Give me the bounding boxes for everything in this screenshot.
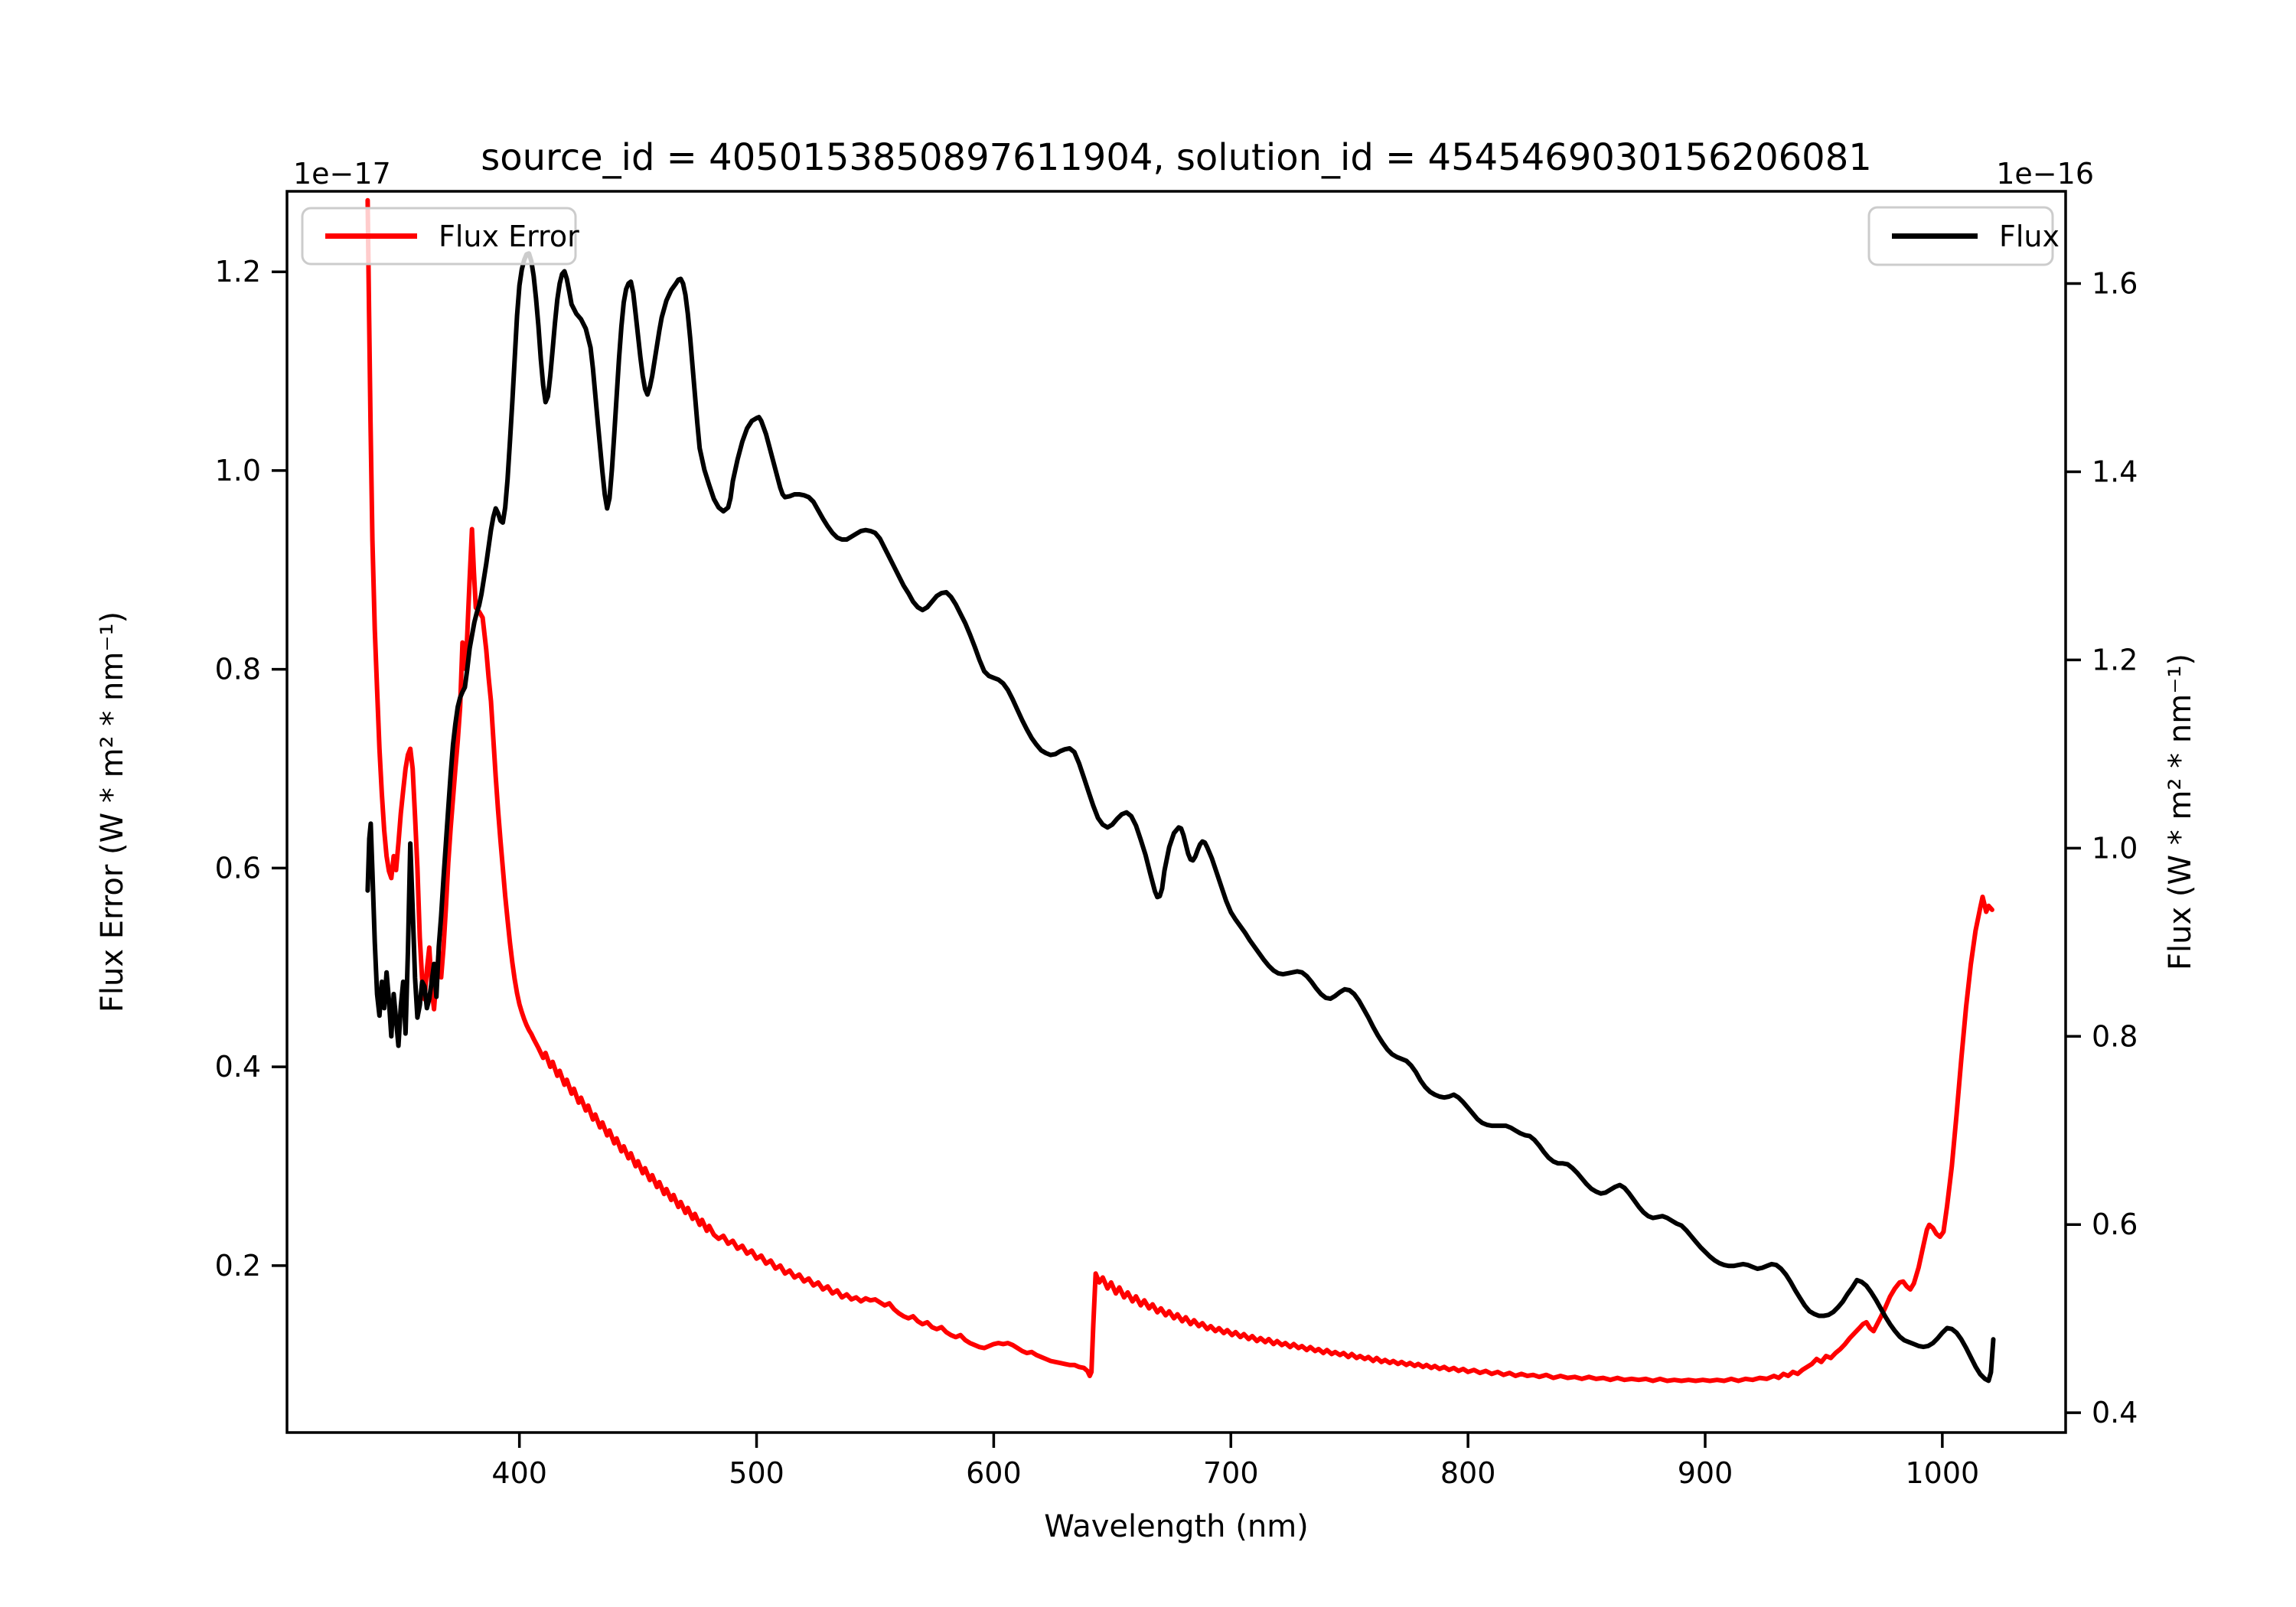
y-right-tick-label: 1.0 [2092, 831, 2138, 865]
legend-flux: Flux [1867, 206, 2060, 266]
right-axis-offset: 1e−16 [1996, 157, 2094, 191]
y-axis-left-ticks: 1.2 1.0 0.8 0.6 0.4 0.2 [215, 255, 287, 1283]
y-right-tick-label: 0.4 [2092, 1396, 2138, 1429]
left-axis-offset: 1e−17 [293, 157, 391, 191]
y-right-tick-label: 1.2 [2092, 643, 2138, 676]
legend-label-flux: Flux [1999, 220, 2060, 253]
y-left-tick-label: 0.8 [215, 653, 261, 686]
x-tick-label: 400 [491, 1456, 547, 1490]
y-right-tick-label: 0.8 [2092, 1019, 2138, 1053]
plot-area [285, 190, 2067, 1434]
y-left-tick-label: 0.4 [215, 1050, 261, 1084]
y-axis-right-ticks: 1.6 1.4 1.2 1.0 0.8 0.6 0.4 [2066, 267, 2138, 1429]
y-right-tick-label: 1.4 [2092, 455, 2138, 488]
x-tick-label: 800 [1440, 1456, 1496, 1490]
plot-lines [365, 197, 1996, 1384]
x-axis-label: Wavelength (nm) [1044, 1509, 1309, 1544]
x-tick-label: 1000 [1906, 1456, 1980, 1490]
flux-error-line [365, 197, 1994, 1384]
y-axis-right-label: Flux (W * m² * nm⁻¹) [2163, 654, 2198, 970]
flux-line [365, 251, 1996, 1384]
x-tick-label: 500 [729, 1456, 784, 1490]
y-right-tick-label: 0.6 [2092, 1208, 2138, 1241]
y-left-tick-label: 1.2 [215, 255, 261, 288]
y-left-tick-label: 0.6 [215, 851, 261, 885]
legend-label-flux-error: Flux Error [439, 220, 579, 253]
y-right-tick-label: 1.6 [2092, 267, 2138, 301]
y-left-tick-label: 0.2 [215, 1249, 261, 1283]
y-axis-left-label: Flux Error (W * m² * nm⁻¹) [95, 611, 130, 1012]
x-axis-ticks: 400 500 600 700 800 900 1000 [491, 1433, 1979, 1490]
legend-flux-error: Flux Error [301, 207, 579, 266]
chart-title: source_id = 4050153850897611904, solutio… [481, 136, 1872, 179]
x-tick-label: 700 [1203, 1456, 1259, 1490]
x-tick-label: 900 [1678, 1456, 1733, 1490]
y-left-tick-label: 1.0 [215, 454, 261, 487]
x-tick-label: 600 [966, 1456, 1022, 1490]
legend-box [301, 207, 577, 266]
